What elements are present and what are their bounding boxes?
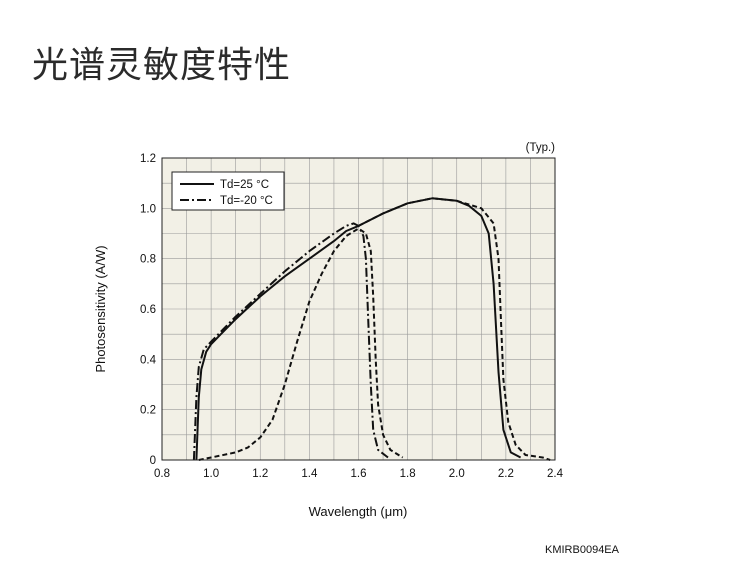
series-line-dash-dot-1 bbox=[192, 222, 389, 461]
document-code: KMIRB0094EA bbox=[545, 544, 620, 556]
y-tick-label: 0.2 bbox=[140, 405, 156, 417]
x-tick-label: 1.8 bbox=[400, 468, 416, 480]
x-tick-label: 0.8 bbox=[154, 468, 170, 480]
y-axis-label: Photosensitivity (A/W) bbox=[93, 245, 108, 372]
x-tick-label: 2.0 bbox=[449, 468, 465, 480]
series-line-dashed-3 bbox=[358, 197, 551, 461]
y-tick-labels: 0 0.2 0.4 0.6 0.8 1.0 1.2 bbox=[140, 153, 157, 467]
y-tick-label: 0.8 bbox=[140, 254, 156, 266]
typ-annotation: (Typ.) bbox=[526, 142, 556, 154]
x-axis-label: Wavelength (μm) bbox=[309, 504, 408, 519]
x-tick-label: 2.4 bbox=[547, 468, 564, 480]
y-tick-label: 0.4 bbox=[140, 354, 157, 366]
y-tick-label: 0 bbox=[150, 455, 156, 467]
series-layer bbox=[192, 197, 551, 461]
y-tick-label: 0.6 bbox=[140, 304, 156, 316]
y-tick-label: 1.2 bbox=[140, 153, 156, 165]
y-tick-label: 1.0 bbox=[140, 203, 156, 215]
series-line-dashed-2 bbox=[198, 227, 404, 461]
legend-box bbox=[171, 171, 285, 211]
x-tick-label: 1.6 bbox=[351, 468, 367, 480]
x-tick-label: 1.0 bbox=[203, 468, 219, 480]
legend: Td=25 °C Td=-20 °C bbox=[171, 171, 285, 211]
page-title: 光谱灵敏度特性 bbox=[32, 45, 292, 86]
plot-frame bbox=[161, 157, 556, 461]
legend-label-25c: Td=25 °C bbox=[220, 179, 269, 191]
legend-label-minus20c: Td=-20 °C bbox=[220, 195, 273, 207]
x-tick-label: 2.2 bbox=[498, 468, 514, 480]
x-tick-label: 1.4 bbox=[301, 468, 318, 480]
x-tick-labels: 0.8 1.0 1.2 1.4 1.6 1.8 2.0 2.2 2.4 bbox=[154, 468, 564, 480]
x-tick-label: 1.2 bbox=[252, 468, 268, 480]
